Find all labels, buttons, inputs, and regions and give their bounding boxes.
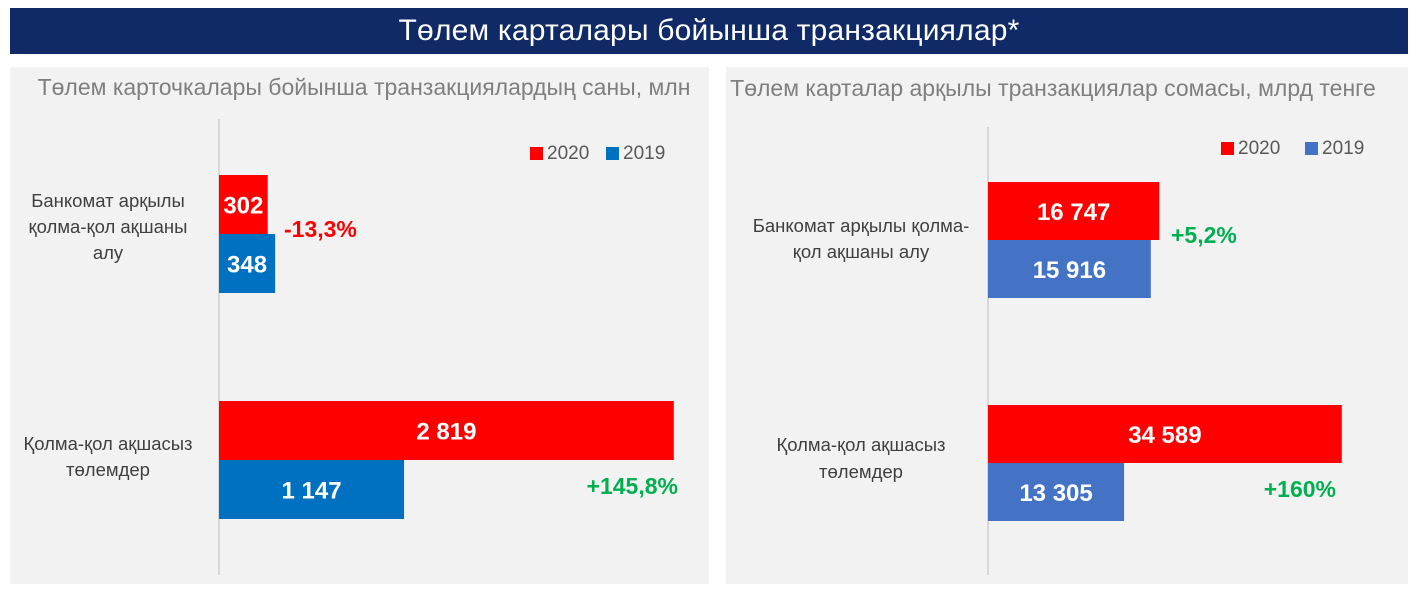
category-label: қол ақшаны алу xyxy=(793,241,930,262)
category-label: алу xyxy=(93,242,124,263)
legend-label-2019: 2019 xyxy=(623,143,665,164)
change-annotation: +145,8% xyxy=(587,473,678,499)
category-label: төлемдер xyxy=(819,461,903,482)
bar-2019 xyxy=(988,463,1125,521)
bar-value-label: 13 305 xyxy=(1019,480,1092,507)
category-label: төлемдер xyxy=(66,459,150,480)
bar-2020 xyxy=(219,401,674,460)
bar-value-label: 348 xyxy=(227,252,267,279)
category-label: Банкомат арқылы қолма- xyxy=(753,215,970,236)
bar-2020 xyxy=(988,182,1160,240)
bar-value-label: 1 147 xyxy=(281,478,341,505)
change-annotation: -13,3% xyxy=(284,216,357,242)
main-title-bar: Төлем карталары бойынша транзакциялар* xyxy=(10,8,1408,54)
change-annotation: +160% xyxy=(1264,476,1336,502)
chart-title: Төлем карточкалары бойынша транзакциялар… xyxy=(38,74,691,100)
chart-transaction-amount: Төлем карталар арқылы транзакциялар сома… xyxy=(730,75,1376,575)
bar-value-label: 2 819 xyxy=(416,419,476,446)
legend-swatch-2019 xyxy=(606,147,619,160)
bar-2019 xyxy=(219,234,276,293)
bar-2020 xyxy=(219,175,268,234)
legend-label-2019: 2019 xyxy=(1322,138,1364,159)
legend-swatch-2019 xyxy=(1305,142,1318,155)
bar-value-label: 302 xyxy=(223,193,263,220)
bar-2019 xyxy=(988,240,1151,298)
bar-2019 xyxy=(219,460,405,519)
bar-2020 xyxy=(988,405,1342,463)
legend-label-2020: 2020 xyxy=(547,143,589,164)
legend-swatch-2020 xyxy=(1221,142,1234,155)
bar-value-label: 15 916 xyxy=(1033,257,1106,284)
chart-panel-transaction-count: Төлем карточкалары бойынша транзакциялар… xyxy=(10,67,709,584)
main-title: Төлем карталары бойынша транзакциялар* xyxy=(398,14,1020,47)
category-label: Банкомат арқылы xyxy=(31,190,185,211)
chart-transaction-count: Төлем карточкалары бойынша транзакциялар… xyxy=(23,74,691,575)
bar-value-label: 16 747 xyxy=(1037,199,1110,226)
bar-value-label: 34 589 xyxy=(1128,422,1201,449)
category-label: қолма-қол ақшаны xyxy=(29,216,188,237)
chart-panel-transaction-amount: Төлем карталар арқылы транзакциялар сома… xyxy=(726,67,1408,584)
chart-title: Төлем карталар арқылы транзакциялар сома… xyxy=(730,75,1376,101)
category-label: Қолма-қол ақшасыз xyxy=(23,433,192,454)
legend-label-2020: 2020 xyxy=(1238,138,1280,159)
change-annotation: +5,2% xyxy=(1171,222,1237,248)
legend-swatch-2020 xyxy=(530,147,543,160)
category-label: Қолма-қол ақшасыз xyxy=(776,434,945,455)
